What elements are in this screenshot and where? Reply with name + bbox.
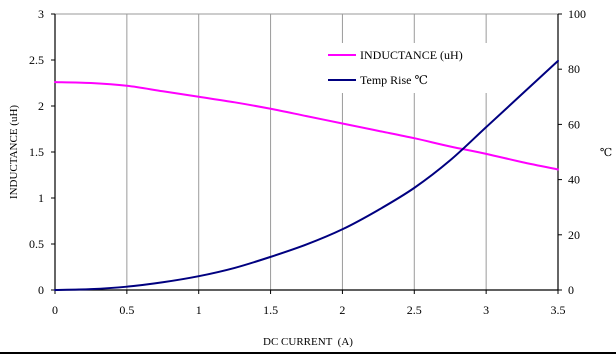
y-tick-label-2: 1 (38, 191, 44, 205)
x-tick-label-5: 2.5 (407, 303, 422, 317)
x-tick-label-0: 0 (52, 303, 58, 317)
y-tick-label-4: 2 (38, 99, 44, 113)
y2-tick-label-1: 20 (568, 228, 580, 242)
x-tick-label-4: 2 (339, 303, 345, 317)
series-line-temp-rise (54, 59, 559, 291)
series-line-inductance (54, 81, 559, 171)
axes (51, 13, 562, 294)
y2-tick-label-2: 40 (568, 173, 580, 187)
x-axis-label: DC CURRENT (A) (263, 336, 353, 348)
y2-axis-label: ℃ (600, 147, 612, 159)
y-tick-label-1: 0.5 (29, 237, 44, 251)
y2-tick-label-5: 100 (568, 7, 586, 21)
x-tick-label-1: 0.5 (119, 303, 134, 317)
y-axis-label: INDUCTANCE (uH) (8, 105, 20, 199)
series-lines (54, 59, 559, 291)
y-tick-label-3: 1.5 (29, 145, 44, 159)
x-tick-label-3: 1.5 (263, 303, 278, 317)
y-tick-label-5: 2.5 (29, 53, 44, 67)
y-tick-label-0: 0 (38, 283, 44, 297)
legend-label-temp-rise: Temp Rise ℃ (360, 73, 428, 87)
legend-background (322, 43, 490, 93)
y2-tick-label-4: 80 (568, 62, 580, 76)
tick-labels: 0 0.5 1 1.5 2 2.5 3 3.500.511.522.5302040608010… (29, 7, 586, 317)
legend-label-inductance: INDUCTANCE (uH) (360, 48, 463, 62)
y2-tick-label-0: 0 (568, 283, 574, 297)
y-tick-label-6: 3 (38, 7, 44, 21)
x-tick-label-7: 3.5 (551, 303, 566, 317)
x-tick-label-2: 1 (196, 303, 202, 317)
legend: INDUCTANCE (uH) Temp Rise ℃ (322, 43, 490, 93)
y2-tick-label-3: 60 (568, 117, 580, 131)
x-tick-label-6: 3 (483, 303, 489, 317)
